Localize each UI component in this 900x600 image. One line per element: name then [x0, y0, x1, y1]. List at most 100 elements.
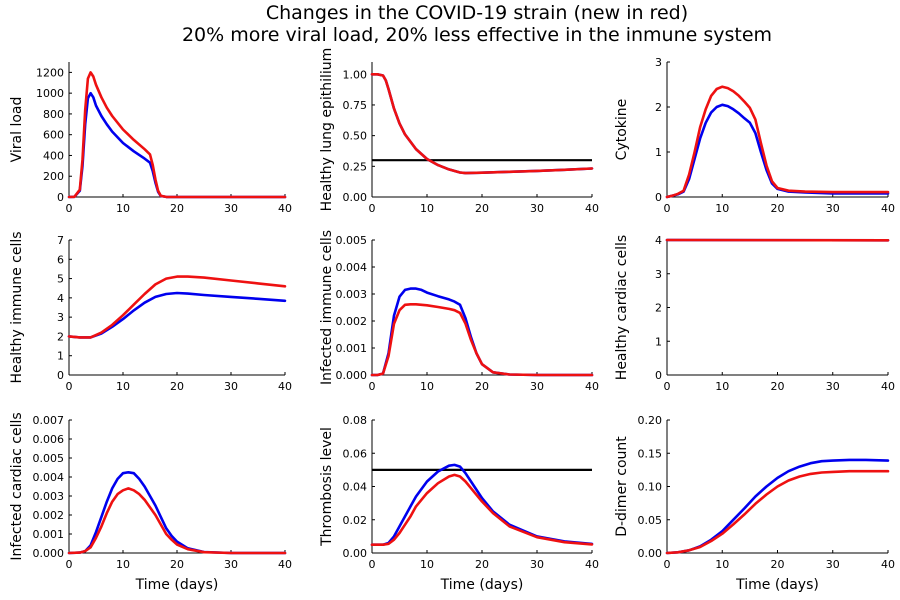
subplot-2: 0 10 20 30 40 0.00 0.25 0.50 0.75 1.00 Healthy lun… — [319, 48, 599, 215]
y-axis-label: Healthy cardiac cells — [614, 235, 630, 380]
y-tick-label: 0.007 — [33, 414, 65, 427]
y-tick-label: 0.002 — [336, 315, 368, 328]
y-axis-label: Thrombosis level — [319, 427, 335, 547]
y-axis-label: D-dimer count — [614, 436, 630, 537]
y-tick-label: 0.003 — [336, 288, 368, 301]
subplot-3: 0 10 20 30 40 0 1 2 3 Cytokine — [614, 56, 895, 215]
x-tick-label: 20 — [475, 558, 489, 571]
x-tick-label: 10 — [420, 380, 434, 393]
x-axis-label: Time (days) — [440, 577, 524, 593]
x-tick-label: 20 — [771, 202, 785, 215]
series-line-new — [67, 71, 287, 199]
subplot-7: 0 10 20 30 40 0.000 0.001 0.002 0.003 0.004 0.005 0… — [9, 412, 292, 593]
y-tick-label: 0 — [57, 369, 64, 382]
subplot-9: 0 10 20 30 40 0.00 0.05 0.10 0.15 0.20 D-dimer cou… — [614, 414, 895, 593]
x-tick-label: 30 — [826, 558, 840, 571]
series-line-old — [665, 103, 890, 199]
y-tick-label: 4 — [655, 234, 662, 247]
x-tick-label: 20 — [170, 380, 184, 393]
y-tick-label: 1.00 — [343, 68, 368, 81]
y-tick-label: 1 — [57, 350, 64, 363]
x-tick-label: 40 — [278, 558, 292, 571]
y-tick-label: 6 — [57, 253, 64, 266]
x-tick-label: 40 — [585, 380, 599, 393]
x-tick-label: 30 — [530, 558, 544, 571]
y-tick-label: 0.20 — [638, 414, 663, 427]
y-tick-label: 2 — [655, 101, 662, 114]
y-axis-label: Healthy immune cells — [9, 231, 25, 383]
y-tick-label: 0.004 — [336, 261, 368, 274]
y-tick-label: 1 — [655, 335, 662, 348]
y-tick-label: 0.02 — [343, 514, 368, 527]
y-tick-label: 0.002 — [33, 509, 65, 522]
series-line-old — [370, 73, 594, 175]
y-tick-label: 0 — [655, 191, 662, 204]
x-tick-label: 10 — [715, 202, 729, 215]
y-axis-label: Cytokine — [614, 99, 630, 161]
series-line-old — [67, 470, 287, 555]
x-tick-label: 30 — [530, 380, 544, 393]
x-tick-label: 0 — [66, 380, 73, 393]
y-tick-label: 0.04 — [343, 481, 368, 494]
y-tick-label: 0.004 — [33, 471, 65, 484]
x-tick-label: 40 — [278, 380, 292, 393]
y-tick-label: 0.006 — [33, 433, 65, 446]
subplot-8: 0 10 20 30 40 0.00 0.02 0.04 0.06 0.08 Thrombosis … — [319, 414, 599, 593]
x-tick-label: 0 — [664, 558, 671, 571]
y-tick-label: 0.05 — [638, 514, 663, 527]
y-tick-label: 1000 — [36, 87, 64, 100]
y-tick-label: 4 — [57, 292, 64, 305]
y-axis-label: Healthy lung epithilium — [319, 48, 335, 212]
y-tick-label: 1200 — [36, 66, 64, 79]
y-tick-label: 3 — [655, 56, 662, 69]
y-tick-label: 1 — [655, 146, 662, 159]
series-line-new — [665, 469, 890, 555]
y-tick-label: 3 — [57, 311, 64, 324]
y-tick-label: 400 — [43, 149, 64, 162]
y-axis-label: Viral load — [9, 97, 25, 163]
y-tick-label: 0.001 — [33, 528, 65, 541]
x-tick-label: 20 — [771, 558, 785, 571]
y-tick-label: 0.00 — [343, 191, 368, 204]
x-tick-label: 20 — [475, 380, 489, 393]
x-tick-label: 0 — [369, 380, 376, 393]
series-line-new — [370, 302, 594, 377]
x-tick-label: 0 — [66, 202, 73, 215]
x-tick-label: 30 — [826, 380, 840, 393]
x-tick-label: 20 — [475, 202, 489, 215]
figure-title-line2: 20% more viral load, 20% less effective … — [182, 24, 772, 46]
y-tick-label: 0.50 — [343, 130, 368, 143]
x-axis-label: Time (days) — [735, 577, 819, 593]
y-tick-label: 3 — [655, 268, 662, 281]
x-tick-label: 30 — [530, 202, 544, 215]
y-tick-label: 0.15 — [638, 447, 663, 460]
y-tick-label: 2 — [57, 330, 64, 343]
y-tick-label: 200 — [43, 170, 64, 183]
series-line-old — [370, 463, 594, 547]
series-line-new — [370, 473, 594, 547]
x-tick-label: 10 — [715, 558, 729, 571]
y-tick-label: 0.10 — [638, 481, 663, 494]
y-tick-label: 0.25 — [343, 160, 368, 173]
series-line-old — [67, 91, 287, 199]
y-tick-label: 0.000 — [33, 547, 65, 560]
y-tick-label: 0.00 — [343, 547, 368, 560]
y-tick-label: 0.00 — [638, 547, 663, 560]
x-tick-label: 0 — [66, 558, 73, 571]
y-tick-label: 0.08 — [343, 414, 368, 427]
x-tick-label: 0 — [664, 380, 671, 393]
x-tick-label: 10 — [116, 558, 130, 571]
figure-title-line1: Changes in the COVID-19 strain (new in r… — [266, 2, 688, 24]
y-tick-label: 0.06 — [343, 447, 368, 460]
y-tick-label: 600 — [43, 129, 64, 142]
x-tick-label: 30 — [224, 202, 238, 215]
x-tick-label: 10 — [420, 202, 434, 215]
subplot-4: 0 10 20 30 40 0 1 2 3 4 5 6 7 Healthy immune cells — [9, 231, 292, 393]
series-line-new — [67, 487, 287, 555]
y-tick-label: 0.001 — [336, 342, 368, 355]
y-tick-label: 7 — [57, 234, 64, 247]
subplot-5: 0 10 20 30 40 0.000 0.001 0.002 0.003 0.004 0.005I… — [319, 230, 599, 393]
subplot-6: 0 10 20 30 40 0 1 2 3 4 Healthy cardiac cells — [614, 234, 895, 393]
